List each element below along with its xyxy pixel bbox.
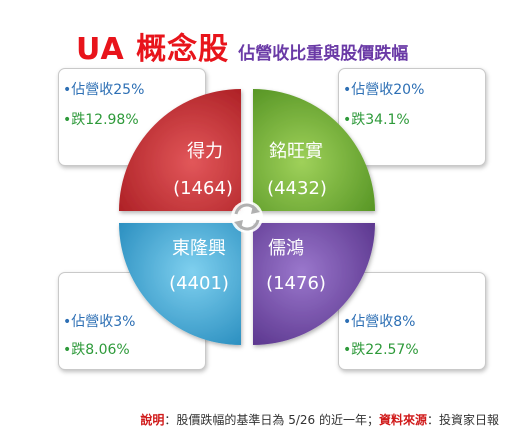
quadrant-name-donglongxing: 東隆興 (172, 238, 226, 259)
quadrant-code-eclat: (1476) (266, 273, 326, 294)
revenue-share-donglongxing: •佔營收3% (63, 314, 136, 330)
quadrant-code-delee: (1464) (173, 178, 233, 199)
quadrant-name-eclat: 儒鴻 (268, 238, 304, 259)
price-drop-mingwang: •跌34.1% (343, 112, 410, 128)
revenue-share-mingwang: •佔營收20% (343, 82, 425, 98)
title-subtitle: 佔營收比重與股價跌幅 (238, 44, 409, 64)
quadrant-mingwang (253, 89, 375, 211)
price-drop-delee: •跌12.98% (63, 112, 139, 128)
quadrant-name-delee: 得力 (187, 141, 223, 162)
quadrant-name-mingwang: 銘旺實 (269, 141, 323, 162)
quadrant-delee (119, 89, 241, 211)
price-drop-eclat: •跌22.57% (343, 342, 419, 358)
info-box-donglongxing: •佔營收3% •跌8.06% (58, 272, 206, 370)
footnote-label-note: 說明 (140, 413, 165, 427)
footnote-text-source: ：投資家日報 (426, 413, 499, 427)
info-box-eclat: •佔營收8% •跌22.57% (338, 272, 486, 370)
refresh-cycle-icon (231, 201, 263, 233)
info-box-mingwang: •佔營收20% •跌34.1% (338, 68, 486, 166)
revenue-share-eclat: •佔營收8% (343, 314, 416, 330)
quadrant-eclat (253, 223, 375, 345)
info-box-delee: •佔營收25% •跌12.98% (58, 68, 206, 166)
quadrant-code-mingwang: (4432) (267, 178, 327, 199)
quadrant-code-donglongxing: (4401) (169, 273, 229, 294)
title-main: UA 概念股 (76, 32, 230, 67)
title: UA 概念股 佔營收比重與股價跌幅 (76, 24, 408, 68)
revenue-share-delee: •佔營收25% (63, 82, 145, 98)
quadrant-donglongxing (119, 223, 241, 345)
price-drop-donglongxing: •跌8.06% (63, 342, 130, 358)
footnote: 說明：股價跌幅的基準日為 5/26 的近一年；資料來源：投資家日報 (140, 411, 499, 428)
footnote-text-note: ：股價跌幅的基準日為 5/26 的近一年； (164, 413, 379, 427)
footnote-label-source: 資料來源 (378, 413, 427, 427)
